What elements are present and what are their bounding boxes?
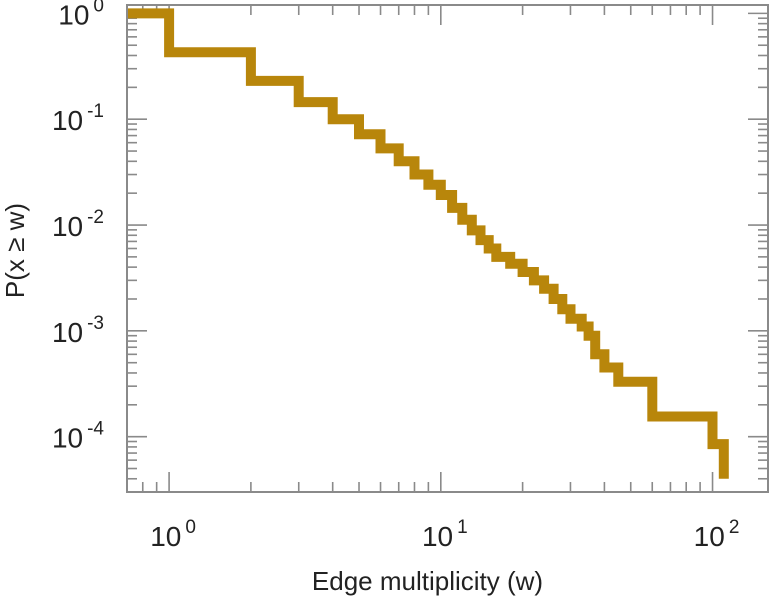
y-tick-label: 10 -4 — [52, 419, 104, 454]
x-axis-title: Edge multiplicity (w) — [312, 566, 543, 596]
y-tick-label: 10 -1 — [52, 101, 104, 136]
x-tick-label: 10 0 — [150, 517, 196, 552]
axis-ticks — [126, 5, 768, 493]
y-axis-title: P(x ≥ w) — [0, 203, 30, 298]
ccdf-series-line — [127, 8, 729, 479]
plot-frame — [126, 4, 769, 493]
x-tick-label: 10 1 — [422, 517, 468, 552]
y-tick-label: 10 0 — [58, 0, 104, 30]
x-tick-labels: 10 0 10 1 10 2 — [150, 517, 739, 552]
y-tick-label: 10 -3 — [52, 313, 104, 348]
x-tick-label: 10 2 — [694, 517, 740, 552]
y-tick-label: 10 -2 — [52, 207, 104, 242]
